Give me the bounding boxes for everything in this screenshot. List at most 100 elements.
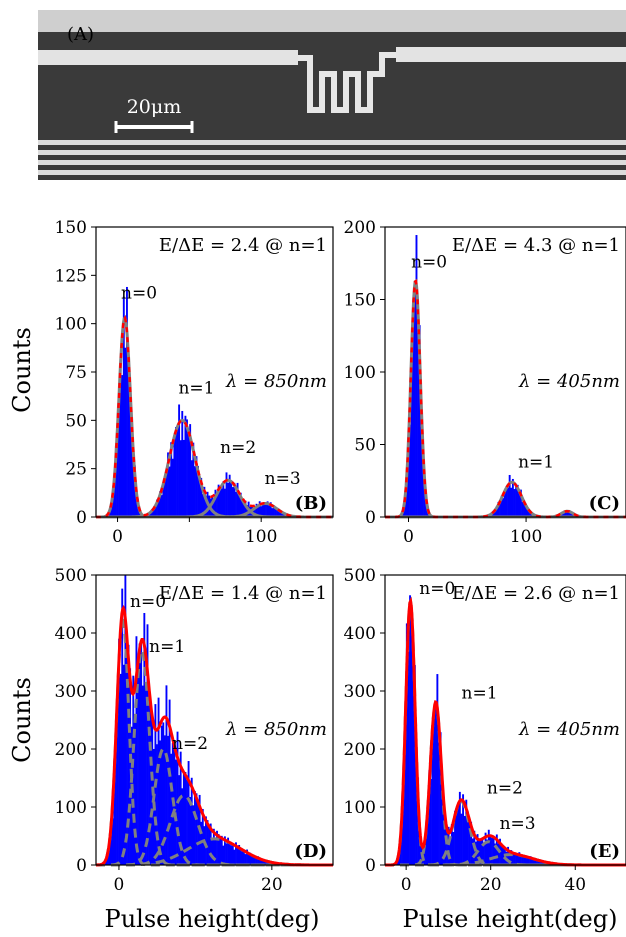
histogram-bar [244,500,247,517]
histogram-bar [118,392,120,517]
histogram-bar [187,431,190,517]
histogram-bar [495,508,498,517]
histogram-bar [521,854,524,865]
histogram-bar [436,674,439,865]
histogram-bar [409,424,412,517]
histogram-bar [209,823,212,865]
histogram-bar [277,508,280,517]
histogram-bar [113,761,116,865]
histogram-bar [116,684,119,865]
histogram-bar [160,495,163,517]
histogram-bar [163,735,166,865]
histogram-bar [454,810,456,865]
histogram-bar [249,852,252,865]
histogram-bar [499,503,501,517]
histogram-bar [261,860,264,865]
histogram-bar [508,474,511,517]
xtick-label: 100 [510,527,542,547]
histogram-bar [526,507,529,517]
histogram-bar [420,426,423,517]
histogram-bar [211,839,214,865]
histogram-bar [409,595,412,865]
fit-component-line [96,793,333,867]
histogram-bar [129,668,132,865]
photo-left-strip [38,50,298,65]
histogram-bar [494,843,497,865]
histogram-bar [519,489,522,517]
histogram-bar [405,480,408,517]
histogram-bar [470,821,473,865]
histogram-bar [441,796,444,865]
histogram-bar [233,482,236,517]
ytick-label: 100 [344,363,376,383]
histogram-bar [231,843,234,865]
histogram-bar [133,719,136,865]
ytick-label: 300 [55,682,87,702]
histogram-bar [186,419,188,517]
histogram-bar [510,487,513,517]
ytick-label: 200 [344,218,376,238]
histogram-bar [399,841,402,865]
panel-1: 0 50 100 150 200 0 100 n=0 n=1 E/ΔE = 4.3 @ n=1 λ … [344,218,626,547]
resolution-annotation: E/ΔE = 2.6 @ n=1 [452,583,620,604]
histogram-bar [272,505,275,517]
histogram-bar [529,856,532,865]
photo-panel-a: 20μm (A) [38,10,626,180]
histogram-bar [193,466,196,517]
histogram-bar [463,815,466,865]
histogram-bar [524,506,527,517]
histogram-bar [122,664,125,865]
histogram-bar [162,484,165,517]
histogram-bar [521,501,524,517]
peak-label: n=0 [419,579,455,599]
peak-label: n=1 [178,378,214,398]
peak-label: n=1 [149,637,185,657]
histogram-bar [423,844,426,865]
histogram-bar [564,510,567,517]
histogram-bar [519,856,522,865]
histogram-bar [132,675,135,865]
wavelength-annotation: λ = 850nm [225,719,327,740]
histogram-bar [122,296,125,517]
histogram-bar [516,484,519,517]
histogram-bar [468,818,471,865]
histogram-bar [144,682,147,865]
histogram-bar [497,843,500,865]
ylabel-top: Counts [8,327,36,413]
ytick-label: 50 [65,411,87,431]
fit-component-line [96,837,333,867]
histogram-bar [402,765,405,865]
histogram-bar [404,743,407,865]
histogram-bar [462,794,465,865]
histogram-bar [426,816,429,865]
histogram-bar [217,484,220,517]
histogram-bar [156,499,158,517]
histogram-bar [165,473,168,517]
histogram-bar [149,703,152,865]
histogram-bar [165,685,168,865]
photo-line-2 [38,150,626,155]
ytick-label: 500 [344,566,376,586]
histogram-bar [439,732,442,865]
ytick-label: 100 [344,798,376,818]
histogram-bar [450,823,453,865]
xlabel-left: Pulse height(deg) [105,905,320,933]
histogram-bar [415,759,418,865]
peak-label: n=2 [220,438,256,458]
histogram-bar [484,832,487,865]
histogram-bar [421,441,424,517]
histogram-bar [246,505,248,517]
ytick-label: 0 [365,856,376,876]
histogram-bar [254,506,256,517]
xtick-label: 40 [564,875,586,895]
histogram-bar [271,508,274,517]
histogram-bar [157,697,160,865]
ytick-label: 25 [65,460,87,480]
histogram-bar [127,361,130,517]
histogram-bar [197,466,199,517]
histogram-bar [192,805,195,865]
histogram-bar [536,859,538,865]
ytick-label: 400 [55,624,87,644]
histogram-bar [189,796,192,865]
